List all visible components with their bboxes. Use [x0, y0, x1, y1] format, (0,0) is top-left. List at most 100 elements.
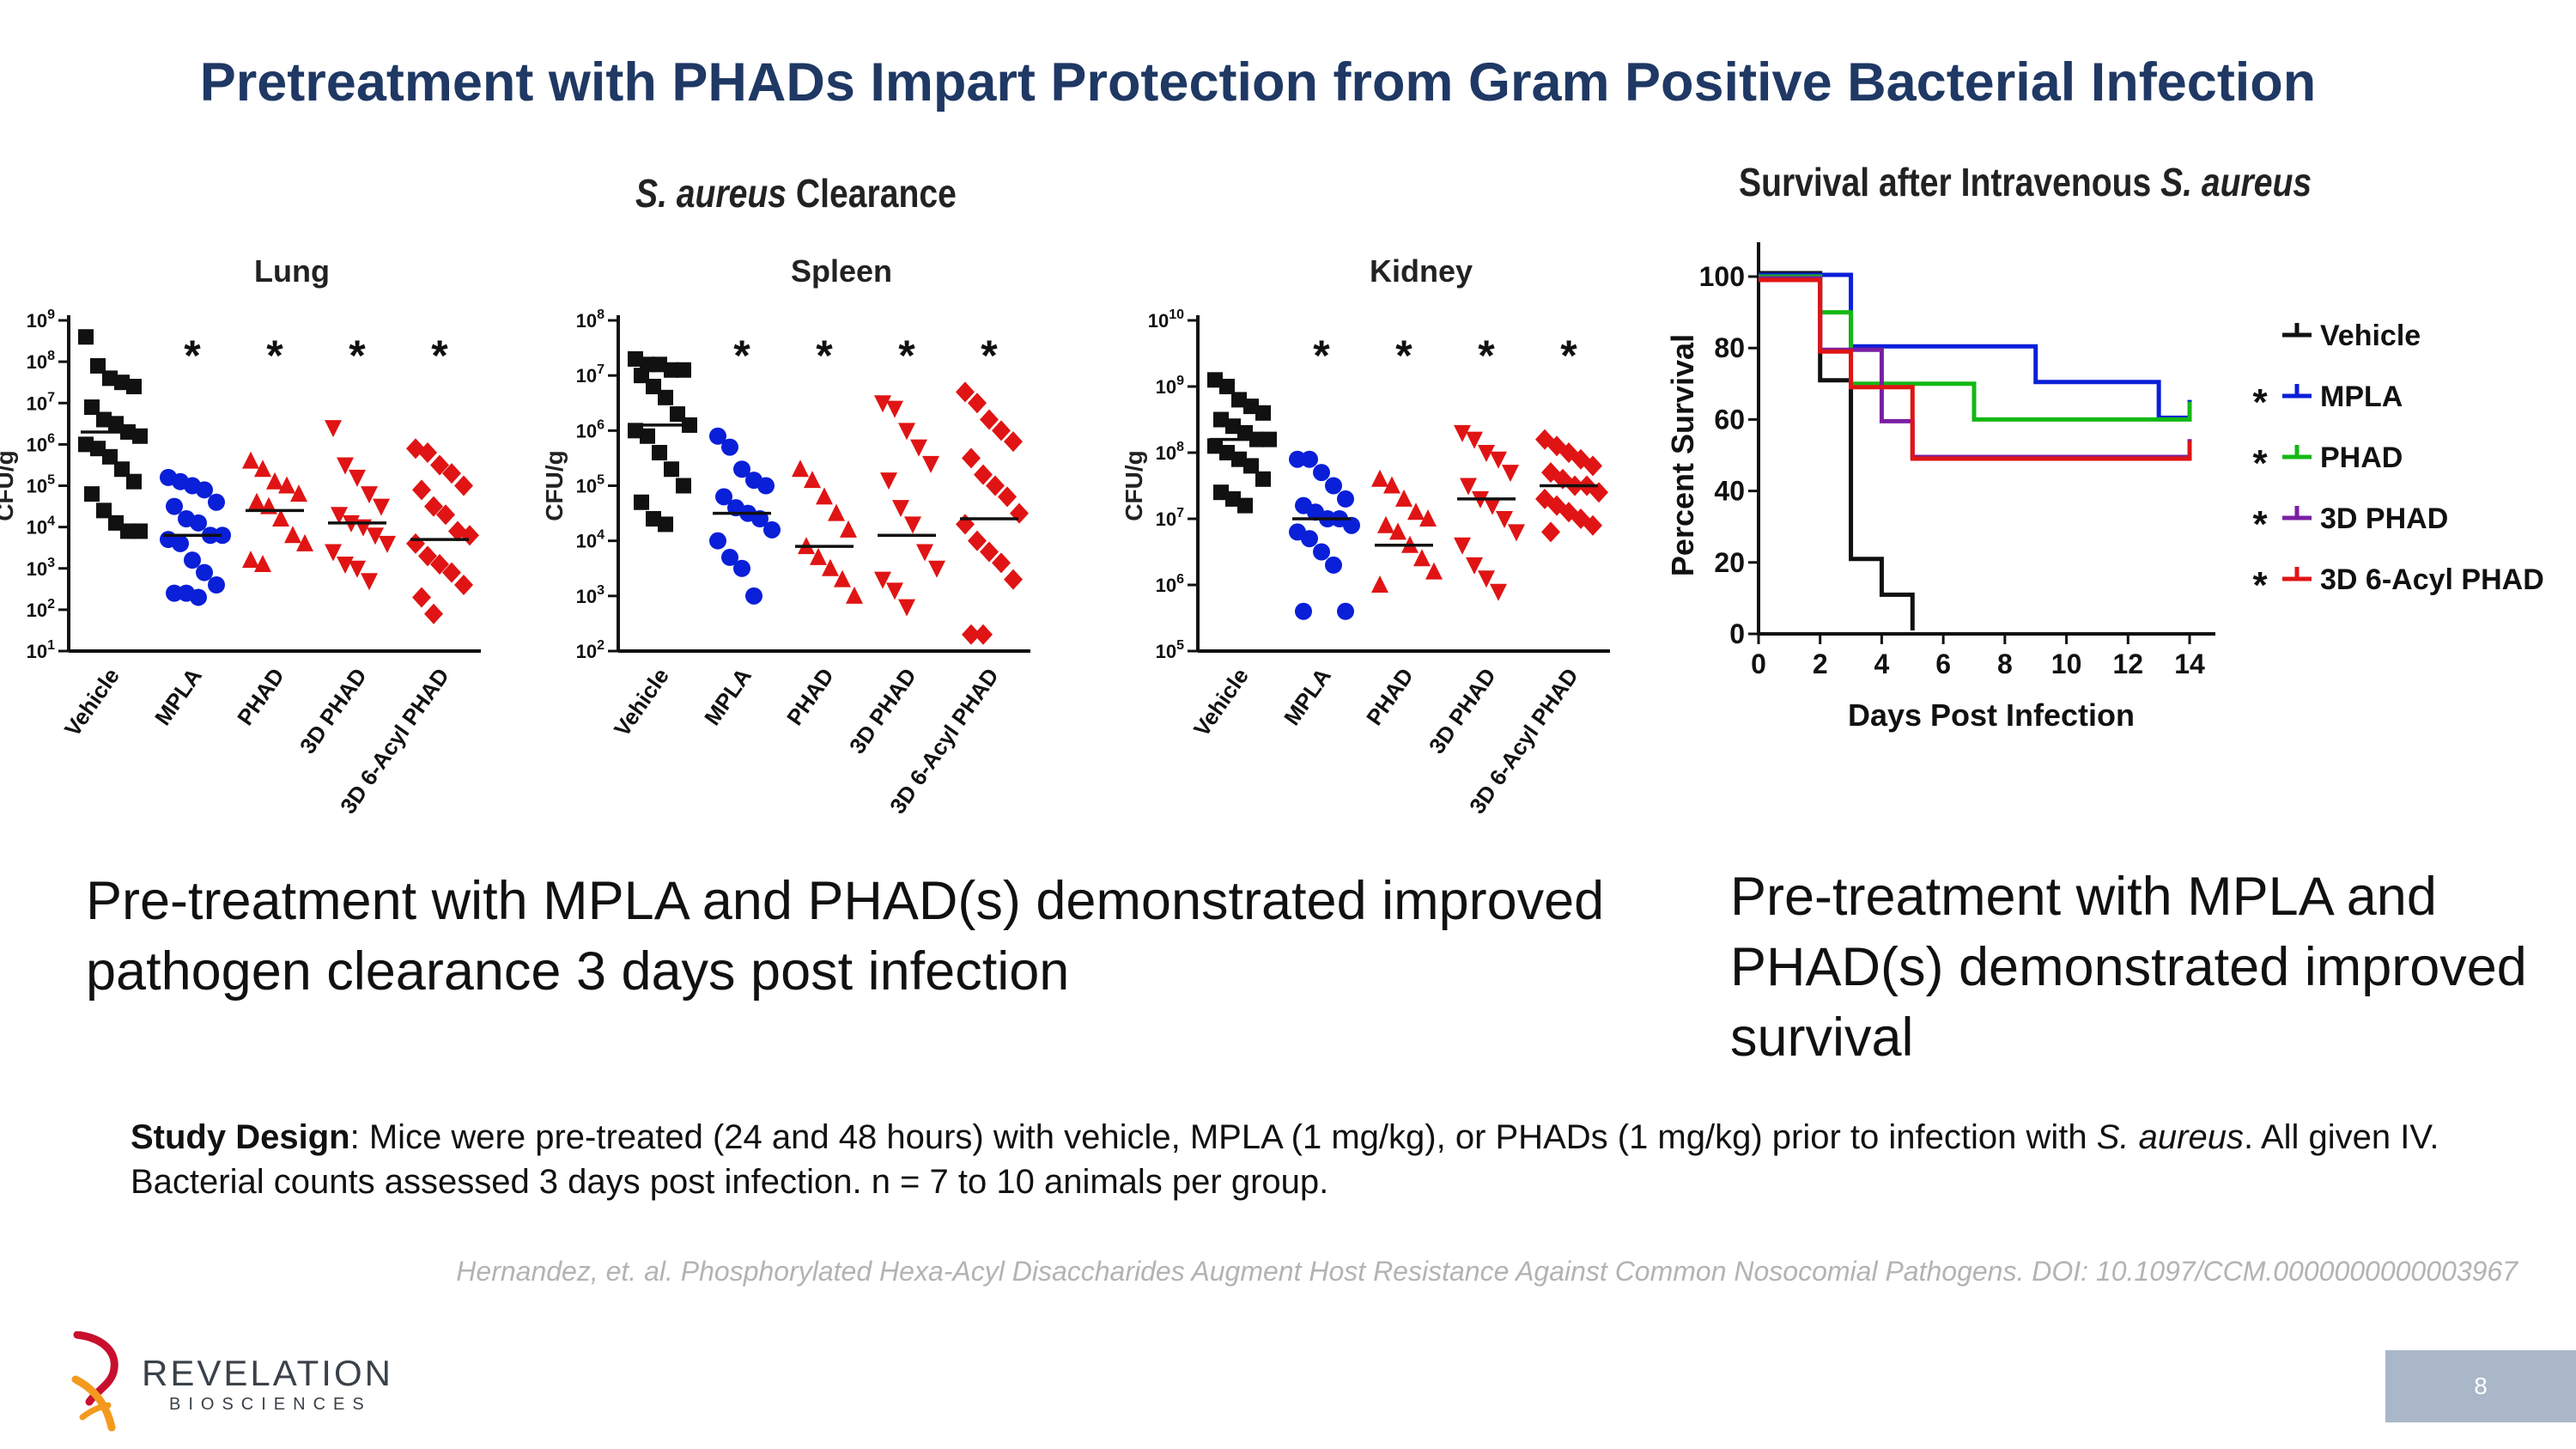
study-design-text-1: : Mice were pre-treated (24 and 48 hours…	[349, 1118, 2097, 1156]
data-point	[272, 509, 289, 527]
data-point	[898, 423, 915, 441]
x-tick-label: 6	[1935, 648, 1951, 679]
data-point	[84, 486, 100, 502]
data-point	[968, 530, 987, 551]
data-point	[290, 484, 307, 502]
data-point	[1207, 372, 1223, 388]
data-point	[120, 523, 136, 539]
data-point	[664, 362, 679, 378]
legend-significance-star: *	[2252, 442, 2268, 484]
data-point	[1425, 562, 1443, 580]
data-point	[1231, 451, 1247, 467]
data-point	[792, 460, 809, 478]
survival-figure-title: Survival after Intravenous S. aureus	[1739, 159, 2312, 205]
data-point	[1004, 431, 1023, 453]
study-design-label: Study Design	[131, 1118, 350, 1156]
data-point	[922, 455, 939, 473]
data-point	[1301, 530, 1318, 548]
y-axis-label: CFU/g	[1121, 450, 1147, 521]
significance-star: *	[1395, 332, 1413, 380]
data-point	[1213, 411, 1229, 428]
data-point	[361, 486, 378, 504]
data-point	[208, 576, 225, 594]
data-point	[1371, 575, 1388, 593]
data-point	[956, 381, 975, 403]
y-tick-label: 107	[576, 362, 605, 387]
x-tick-label: 4	[1874, 648, 1890, 679]
x-tick-label: 3D PHAD	[295, 663, 372, 758]
data-point	[658, 389, 673, 405]
data-point	[1219, 379, 1235, 394]
data-point	[1383, 476, 1400, 494]
data-point	[373, 498, 390, 516]
data-point	[1541, 521, 1560, 543]
data-point	[962, 624, 981, 645]
x-tick-label: Vehicle	[1188, 663, 1254, 741]
data-point	[1478, 445, 1495, 462]
data-point	[454, 575, 473, 595]
page-number: 8	[2385, 1350, 2576, 1422]
x-tick-label: 14	[2174, 648, 2205, 679]
data-point	[132, 523, 148, 539]
data-point	[442, 562, 461, 583]
data-point	[1419, 509, 1437, 527]
data-point	[1313, 543, 1330, 561]
data-point	[1343, 516, 1360, 534]
data-point	[1466, 557, 1483, 575]
y-tick-label: 109	[1156, 374, 1184, 398]
data-point	[242, 451, 259, 469]
data-point	[248, 492, 265, 510]
x-tick-label: 10	[2051, 648, 2082, 679]
data-point	[904, 516, 921, 534]
data-point	[254, 460, 271, 478]
data-point	[1225, 490, 1241, 507]
data-point	[974, 624, 993, 645]
citation: Hernandez, et. al. Phosphorylated Hexa-A…	[456, 1256, 2518, 1287]
significance-star: *	[349, 332, 366, 380]
data-point	[454, 475, 473, 496]
data-point	[1237, 497, 1253, 514]
legend-significance-star: *	[2252, 381, 2268, 423]
study-design: Study Design: Mice were pre-treated (24 …	[131, 1115, 2518, 1204]
data-point	[1295, 602, 1312, 620]
data-point	[910, 439, 927, 457]
data-point	[1219, 445, 1235, 460]
data-point	[980, 541, 999, 563]
data-point	[733, 460, 750, 478]
data-point	[1371, 469, 1388, 487]
legend-label: 3D PHAD	[2320, 502, 2448, 535]
data-point	[1337, 602, 1354, 620]
data-point	[406, 533, 425, 554]
data-point	[1301, 450, 1318, 468]
survival-title-prefix: Survival after Intravenous	[1739, 160, 2161, 204]
y-tick-label: 104	[576, 528, 605, 552]
data-point	[1389, 522, 1406, 540]
data-point	[646, 379, 661, 394]
data-point	[1490, 583, 1507, 601]
data-point	[78, 329, 94, 345]
x-tick-label: 3D PHAD	[1424, 663, 1501, 758]
data-point	[166, 497, 183, 515]
data-point	[1255, 471, 1271, 487]
data-point	[102, 370, 118, 387]
significance-star: *	[431, 332, 448, 380]
y-tick-label: 60	[1714, 404, 1745, 435]
data-point	[1243, 399, 1259, 415]
data-point	[1478, 570, 1495, 588]
data-point	[986, 475, 1005, 496]
data-point	[709, 532, 726, 550]
data-point	[430, 454, 449, 476]
data-point	[442, 463, 461, 484]
data-point	[379, 535, 396, 553]
survival-line-vehicle	[1759, 271, 1915, 630]
data-point	[1583, 455, 1602, 477]
data-point	[834, 569, 851, 588]
data-point	[418, 545, 437, 567]
y-tick-label: 102	[576, 638, 605, 662]
data-point	[721, 548, 738, 566]
y-tick-label: 1010	[1148, 307, 1184, 332]
data-point	[816, 487, 833, 505]
data-point	[296, 533, 313, 551]
y-tick-label: 40	[1714, 476, 1745, 507]
